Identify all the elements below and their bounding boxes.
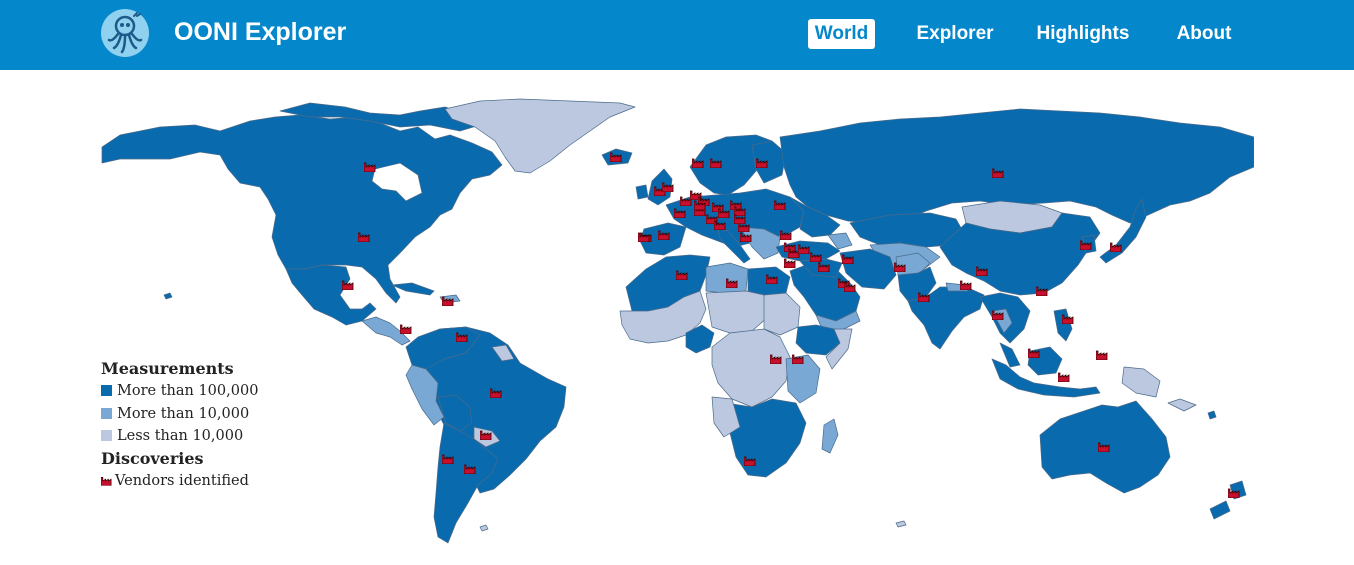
- nav-about[interactable]: About: [1176, 23, 1232, 44]
- swatch-medium: [101, 407, 112, 419]
- swatch-high: [101, 385, 112, 396]
- country-west-africa[interactable]: [619, 290, 707, 344]
- legend-vendors-label: Vendors identified: [115, 472, 249, 489]
- country-argentina-chile[interactable]: [433, 422, 499, 544]
- discoveries-title: Discoveries: [101, 448, 204, 468]
- vendor-marker[interactable]: [400, 324, 412, 334]
- nav-explorer[interactable]: Explorer: [916, 23, 994, 44]
- map-legend: Measurements More than 100,000 More than…: [101, 358, 258, 492]
- vendor-marker[interactable]: [1096, 350, 1108, 360]
- country-papua[interactable]: [1121, 366, 1161, 398]
- nav-world[interactable]: World: [808, 19, 875, 49]
- country-madagascar[interactable]: [821, 418, 839, 454]
- legend-medium-label: More than 10,000: [117, 405, 250, 422]
- country-caucasus[interactable]: [827, 232, 853, 250]
- country-finland[interactable]: [751, 140, 787, 184]
- country-libya[interactable]: [705, 262, 749, 294]
- country-uk[interactable]: [647, 168, 673, 206]
- country-ireland[interactable]: [635, 184, 649, 200]
- country-mexico[interactable]: [285, 264, 377, 326]
- country-italy[interactable]: [717, 228, 751, 264]
- country-new-zealand-south[interactable]: [1209, 500, 1231, 520]
- factory-icon: [101, 476, 112, 486]
- country-indonesia[interactable]: [991, 358, 1101, 398]
- country-japan[interactable]: [1099, 198, 1147, 264]
- brand-title[interactable]: OONI Explorer: [174, 18, 347, 46]
- country-sudan[interactable]: [763, 292, 801, 336]
- country-guyana[interactable]: [491, 344, 515, 362]
- country-iran[interactable]: [839, 248, 897, 290]
- country-india[interactable]: [907, 286, 985, 350]
- vendor-marker[interactable]: [960, 280, 972, 290]
- country-somalia[interactable]: [825, 328, 853, 370]
- legend-row-high: More than 100,000: [101, 380, 258, 403]
- country-peru[interactable]: [405, 364, 445, 426]
- country-bolivia[interactable]: [437, 394, 473, 432]
- world-map[interactable]: [100, 97, 1254, 547]
- country-philippines[interactable]: [1053, 308, 1073, 342]
- country-ethiopia[interactable]: [795, 324, 841, 356]
- legend-row-vendors: Vendors identified: [101, 470, 258, 493]
- country-pakistan[interactable]: [897, 266, 937, 302]
- country-southern-africa[interactable]: [725, 398, 807, 478]
- top-navbar: OONI Explorer World Explorer Highlights …: [0, 0, 1354, 70]
- country-angola[interactable]: [711, 396, 741, 438]
- legend-row-medium: More than 10,000: [101, 403, 258, 426]
- country-central-africa[interactable]: [711, 328, 791, 408]
- country-canada-usa[interactable]: [101, 114, 503, 304]
- nav-highlights[interactable]: Highlights: [1036, 23, 1130, 44]
- legend-row-low: Less than 10,000: [101, 425, 258, 448]
- country-sahel[interactable]: [705, 290, 769, 334]
- country-malaysia[interactable]: [999, 342, 1021, 368]
- country-greenland[interactable]: [444, 98, 636, 174]
- legend-low-label: Less than 10,000: [117, 428, 244, 444]
- country-east-africa[interactable]: [785, 354, 821, 404]
- vendor-marker[interactable]: [1058, 372, 1070, 382]
- vendor-marker[interactable]: [784, 258, 796, 268]
- ooni-octopus-logo[interactable]: [100, 8, 150, 58]
- country-central-america[interactable]: [361, 316, 411, 346]
- measurements-title: Measurements: [101, 359, 234, 378]
- country-balkans[interactable]: [739, 226, 781, 260]
- country-nigeria[interactable]: [685, 324, 715, 354]
- legend-high-label: More than 100,000: [117, 383, 259, 399]
- country-cuba[interactable]: [391, 282, 435, 296]
- swatch-low: [101, 430, 112, 441]
